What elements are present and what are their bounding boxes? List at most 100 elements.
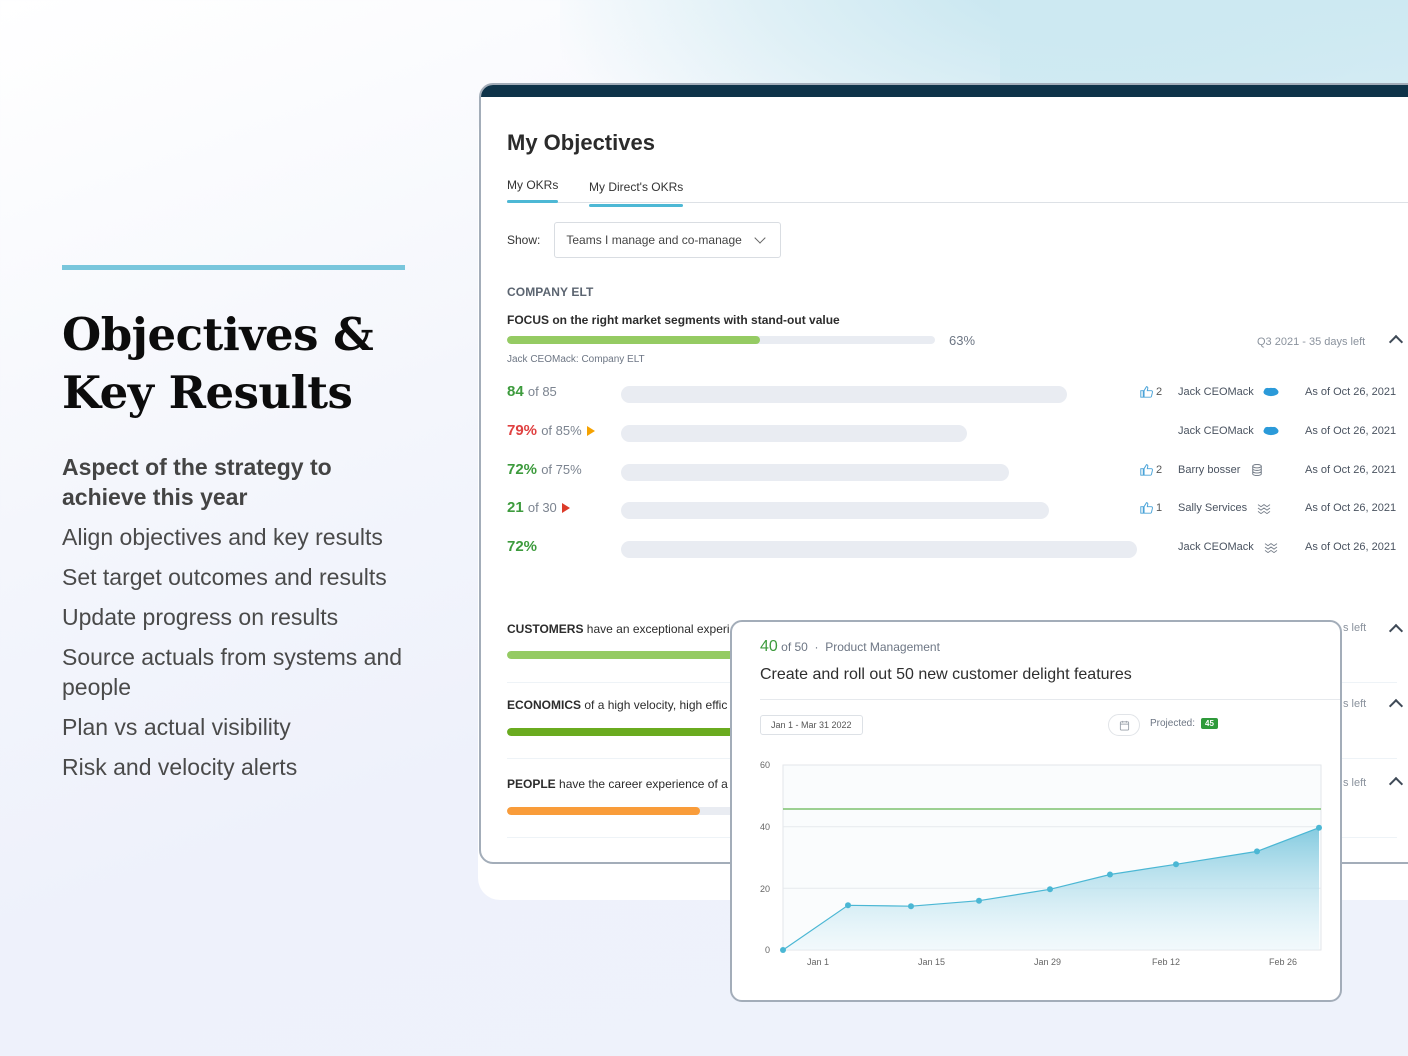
feature-item: Risk and velocity alerts <box>62 754 298 780</box>
y-axis-ticks: 60 40 20 0 <box>760 760 770 955</box>
kr-value: 72% <box>507 538 537 555</box>
kr-as-of: As of Oct 26, 2021 <box>1305 464 1397 476</box>
collapse-chevron-icon[interactable] <box>1388 623 1404 639</box>
x-axis-ticks: Jan 1 Jan 15 Jan 29 Feb 12 Feb 26 <box>807 957 1297 967</box>
objective-title[interactable]: PEOPLE have the career experience of a <box>507 777 728 791</box>
svg-text:Jan 15: Jan 15 <box>918 957 945 967</box>
kr-current: 40 <box>760 638 778 655</box>
objective-period: s left <box>1343 698 1367 710</box>
objective-title[interactable]: CUSTOMERS have an exceptional experi <box>507 622 730 636</box>
objective-keyword: FOCUS <box>507 313 549 327</box>
kr-owner: Jack CEOMack <box>1178 386 1280 398</box>
tab-indicator <box>589 204 684 207</box>
actual-area <box>783 827 1319 950</box>
tab-label: My OKRs <box>507 178 559 192</box>
kr-target: of 75% <box>541 462 582 477</box>
salesforce-cloud-icon <box>1263 387 1279 397</box>
show-label: Show: <box>507 233 541 247</box>
likes-count: 2 <box>1156 385 1163 398</box>
kr-current: 79% <box>507 422 538 439</box>
calendar-icon <box>1119 720 1129 731</box>
svg-text:Feb 12: Feb 12 <box>1152 957 1180 967</box>
key-result-row[interactable]: 84 of 85 2 Jack CEOMack As of Oct 26, 20… <box>507 383 1408 405</box>
objective-progress-bar <box>507 651 935 659</box>
database-icon <box>1252 464 1263 476</box>
tab-my-directs-okrs[interactable]: My Direct's OKRs <box>589 180 684 207</box>
kr-as-of: As of Oct 26, 2021 <box>1305 502 1397 514</box>
kr-owner: Barry bosser <box>1178 464 1266 476</box>
svg-text:60: 60 <box>760 760 770 770</box>
tab-active-indicator <box>507 200 559 203</box>
key-result-row[interactable]: 21 of 30 1 Sally Services As of Oct 26, … <box>507 499 1408 521</box>
key-result-detail-card: 40 of 50 · Product Management Create and… <box>730 620 1342 1002</box>
objective-progress-bar <box>507 807 935 815</box>
progress-fill <box>507 651 935 659</box>
svg-text:20: 20 <box>760 884 770 894</box>
kr-target: of 30 <box>527 500 557 515</box>
likes-count: 1 <box>1156 501 1163 514</box>
section-label: COMPANY ELT <box>507 285 594 299</box>
teams-select[interactable]: Teams I manage and co-manage <box>554 222 782 258</box>
kr-current: 72% <box>507 461 538 478</box>
owner-name: Sally Services <box>1178 502 1248 514</box>
collapse-chevron-icon[interactable] <box>1388 334 1404 350</box>
risk-flag-orange-icon <box>586 426 595 437</box>
kr-target: of 85 <box>527 384 557 399</box>
objective-owner: Jack CEOMack: Company ELT <box>507 354 645 365</box>
likes[interactable]: 2 <box>1140 385 1162 398</box>
hero-title-line: Key Results <box>62 366 353 419</box>
objective-period: s left <box>1343 777 1367 789</box>
kr-progress-header: 40 of 50 · Product Management <box>760 638 940 656</box>
key-result-row[interactable]: 79% of 85% Jack CEOMack As of Oct 26, 20… <box>507 422 1408 444</box>
kr-owner: Jack CEOMack <box>1178 425 1280 437</box>
objective-progress-bar <box>507 336 935 344</box>
objective-title[interactable]: ECONOMICS of a high velocity, high effic <box>507 698 727 712</box>
objective-period: s left <box>1343 622 1367 634</box>
feature-item: Update progress on results <box>62 604 339 630</box>
progress-area-chart: 60 40 20 0 Jan 1 Jan 15 Jan 29 Feb 12 Fe… <box>760 760 1322 967</box>
kr-current: 84 <box>507 383 524 400</box>
feature-item: Source actuals from systems and people <box>62 644 403 700</box>
likes[interactable]: 1 <box>1140 501 1162 514</box>
show-filter-row: Show: Teams I manage and co-manage <box>507 222 782 258</box>
objective-text: have the career experience of a <box>555 777 728 791</box>
kr-target: of 85% <box>541 423 582 438</box>
collapse-chevron-icon[interactable] <box>1388 698 1404 714</box>
svg-text:Jan 29: Jan 29 <box>1034 957 1061 967</box>
date-range-chip[interactable]: Jan 1 - Mar 31 2022 <box>760 715 863 735</box>
tab-my-okrs[interactable]: My OKRs <box>507 178 559 203</box>
chevron-down-icon <box>754 232 767 244</box>
kr-value: 84 of 85 <box>507 383 557 400</box>
calendar-button[interactable] <box>1108 714 1140 736</box>
projected-badge: 45 <box>1201 718 1218 729</box>
objective-title[interactable]: FOCUS on the right market segments with … <box>507 313 840 327</box>
kr-current: 21 <box>507 499 524 516</box>
collapse-chevron-icon[interactable] <box>1388 776 1404 792</box>
kr-as-of: As of Oct 26, 2021 <box>1305 386 1397 398</box>
page-title: My Objectives <box>507 130 655 155</box>
projected-indicator: Projected: 45 <box>1150 718 1218 729</box>
objective-progress-bar <box>507 728 935 736</box>
owner-name: Jack CEOMack <box>1178 425 1254 437</box>
progress-fill <box>507 728 935 736</box>
likes[interactable]: 2 <box>1140 463 1162 476</box>
owner-name: Jack CEOMack <box>1178 386 1254 398</box>
feature-item: Aspect of the strategy to achieve this y… <box>62 454 332 510</box>
kr-title: Create and roll out 50 new customer deli… <box>760 666 1132 683</box>
hero-title: Objectives & Key Results <box>62 306 407 422</box>
svg-text:Feb 26: Feb 26 <box>1269 957 1297 967</box>
kr-team: Product Management <box>825 640 940 654</box>
tab-bar: My OKRs My Direct's OKRs <box>507 178 1408 207</box>
separator: · <box>814 640 819 654</box>
thumbs-up-icon <box>1140 464 1153 476</box>
feature-item: Align objectives and key results <box>62 524 383 550</box>
key-result-row[interactable]: 72% Jack CEOMack As of Oct 26, 2021 <box>507 538 1408 560</box>
key-result-row[interactable]: 72% of 75% 2 Barry bosser As of Oct 26, … <box>507 461 1408 483</box>
objective-period: Q3 2021 - 35 days left <box>1257 336 1366 348</box>
projected-label: Projected: <box>1150 718 1196 729</box>
divider <box>760 699 1340 700</box>
objective-keyword: PEOPLE <box>507 777 556 791</box>
kr-owner: Sally Services <box>1178 502 1273 514</box>
app-header-bar <box>481 85 1408 97</box>
kr-bar <box>621 386 1067 403</box>
